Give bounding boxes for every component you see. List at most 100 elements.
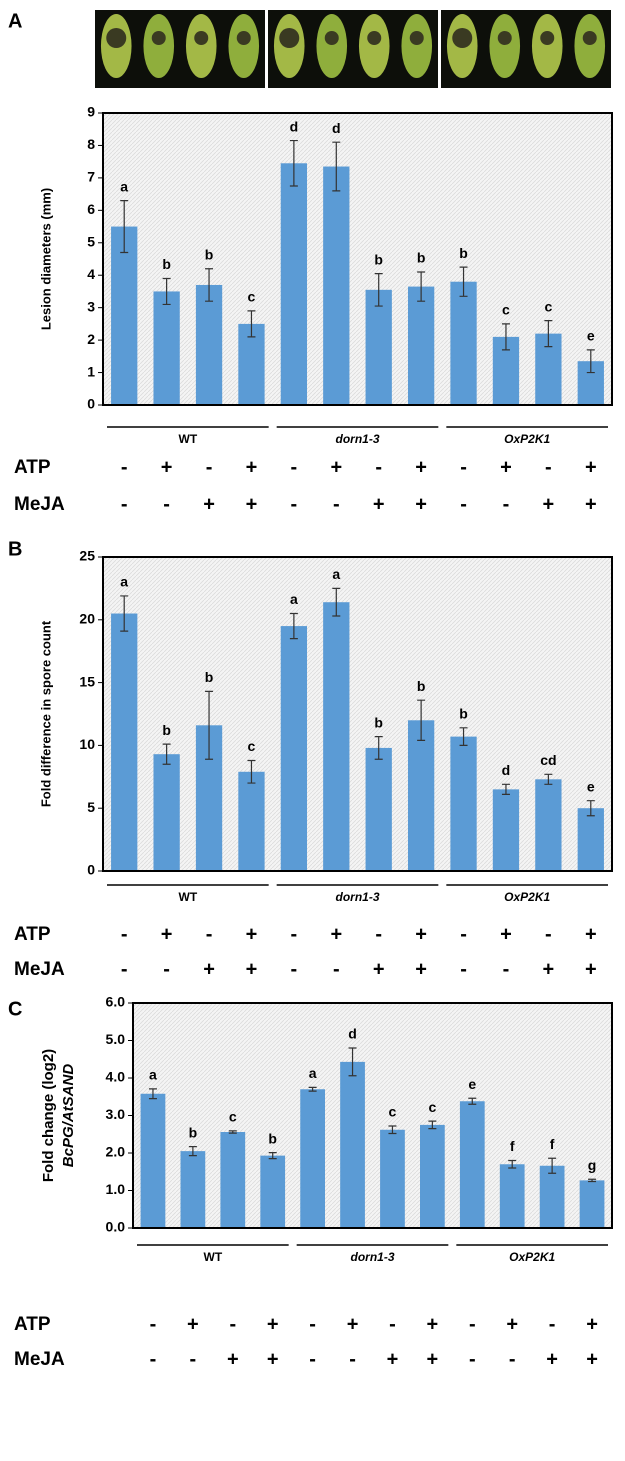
treatment-sign: + xyxy=(585,493,597,515)
treatment-sign: - xyxy=(291,493,298,515)
lesion xyxy=(582,31,597,45)
bar xyxy=(492,789,520,871)
treatment-sign: - xyxy=(469,1348,476,1370)
error-bar xyxy=(148,1088,157,1100)
error-bar xyxy=(120,595,129,632)
significance-letter: b xyxy=(374,714,383,730)
bar xyxy=(180,1151,206,1228)
treatment-sign: + xyxy=(427,1348,439,1370)
y-tick-label: 8 xyxy=(87,136,95,152)
lesion xyxy=(106,28,127,48)
treatment-sign: + xyxy=(586,1313,598,1335)
bar xyxy=(577,808,604,871)
significance-letter: b xyxy=(189,1124,198,1140)
y-axis-label: Lesion diameters (mm) xyxy=(38,188,53,330)
significance-letter: a xyxy=(332,566,340,582)
leaf xyxy=(574,14,606,78)
y-tick-label: 6.0 xyxy=(106,994,126,1010)
bar xyxy=(140,1093,166,1228)
significance-letter: c xyxy=(428,1099,436,1115)
y-tick-label: 20 xyxy=(79,611,95,627)
group-label: dorn1-3 xyxy=(335,890,379,904)
bar xyxy=(111,613,138,871)
significance-letter: c xyxy=(389,1104,397,1120)
error-bar xyxy=(289,139,298,187)
treatment-sign: + xyxy=(246,958,258,980)
lesion xyxy=(324,31,339,45)
treatment-name: ATP xyxy=(14,924,51,945)
significance-letter: b xyxy=(162,256,171,272)
y-axis-label: Fold change (log2) xyxy=(40,1049,57,1182)
error-bar xyxy=(247,759,256,784)
treatment-sign: + xyxy=(585,923,597,945)
leaf xyxy=(143,14,175,78)
treatment-sign: - xyxy=(503,958,510,980)
treatment-sign: + xyxy=(267,1313,279,1335)
group-label: WT xyxy=(179,890,198,904)
group-label: OxP2K1 xyxy=(509,1250,555,1264)
y-tick-label: 6 xyxy=(87,201,95,217)
treatment-sign: - xyxy=(509,1348,516,1370)
error-bar xyxy=(120,200,129,254)
treatment-sign: - xyxy=(333,493,340,515)
treatment-sign: + xyxy=(330,456,342,478)
bar xyxy=(407,286,435,405)
significance-letter: f xyxy=(510,1138,515,1154)
significance-letter: b xyxy=(205,669,214,685)
significance-letter: a xyxy=(290,591,298,607)
error-bar xyxy=(417,271,426,302)
error-bar xyxy=(205,690,214,760)
bar xyxy=(340,1061,365,1228)
error-bar xyxy=(586,800,595,817)
error-bar xyxy=(588,1178,597,1183)
error-bar xyxy=(247,310,256,338)
significance-letter: b xyxy=(417,250,426,266)
treatment-sign: - xyxy=(163,958,170,980)
treatment-sign: + xyxy=(506,1313,518,1335)
treatment-sign: - xyxy=(545,456,552,478)
plot-frame xyxy=(132,1002,613,1229)
error-bar xyxy=(162,277,171,306)
error-bar xyxy=(289,612,298,640)
error-bar xyxy=(374,736,383,760)
error-bar xyxy=(544,320,553,348)
error-bar xyxy=(544,773,553,785)
bar xyxy=(535,779,562,871)
plot-frame xyxy=(102,556,613,872)
treatment-sign: - xyxy=(349,1348,356,1370)
treatment-sign: - xyxy=(545,923,552,945)
bar xyxy=(220,1132,246,1228)
error-bar xyxy=(188,1146,197,1157)
panel-label: C xyxy=(8,998,22,1020)
significance-letter: c xyxy=(248,289,256,305)
error-bar xyxy=(508,1159,517,1169)
significance-letter: e xyxy=(468,1076,476,1092)
treatment-sign: + xyxy=(246,456,258,478)
significance-letter: a xyxy=(120,574,128,590)
treatment-name: ATP xyxy=(14,1314,51,1335)
bar xyxy=(450,281,477,405)
y-tick-label: 2.0 xyxy=(106,1144,126,1160)
treatment-sign: - xyxy=(503,493,510,515)
leaf xyxy=(228,14,260,78)
treatment-sign: - xyxy=(375,456,382,478)
significance-letter: c xyxy=(248,738,256,754)
significance-letter: b xyxy=(459,245,468,261)
bar xyxy=(380,1129,405,1228)
y-tick-label: 4.0 xyxy=(106,1069,126,1085)
treatment-sign: - xyxy=(190,1348,197,1370)
treatment-sign: + xyxy=(227,1348,239,1370)
treatment-sign: + xyxy=(500,923,512,945)
lesion xyxy=(409,31,424,45)
bar xyxy=(420,1124,445,1228)
treatment-sign: + xyxy=(387,1348,399,1370)
treatment-sign: + xyxy=(187,1313,199,1335)
significance-letter: d xyxy=(348,1026,357,1042)
treatment-sign: - xyxy=(121,493,128,515)
treatment-sign: - xyxy=(309,1348,316,1370)
y-tick-label: 0.0 xyxy=(106,1219,126,1235)
lesion xyxy=(236,31,251,45)
treatment-sign: + xyxy=(203,493,215,515)
treatment-sign: - xyxy=(121,958,128,980)
y-tick-label: 3 xyxy=(87,298,95,314)
